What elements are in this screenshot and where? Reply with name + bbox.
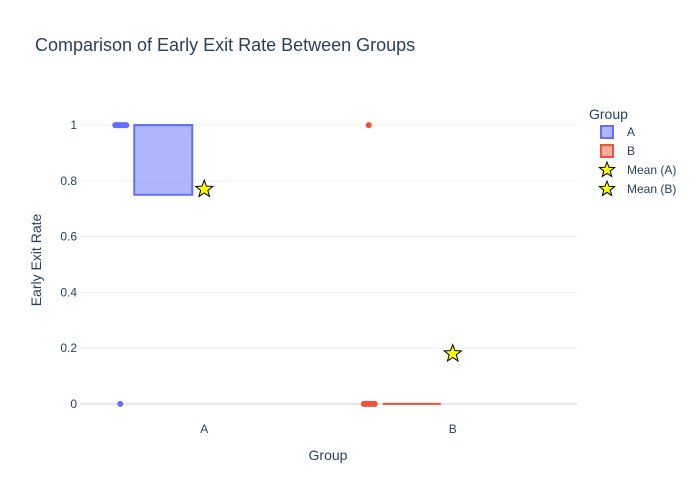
outlier-point: [365, 122, 372, 129]
y-tick-label: 1: [70, 118, 77, 132]
legend-star-icon: [598, 179, 616, 197]
y-tick-label: 0.2: [60, 341, 77, 355]
outlier-points-cluster: [360, 400, 378, 407]
outlier-points-cluster: [112, 122, 130, 129]
y-axis-ticks: 0 0.2 0.4 0.6 0.8 1: [60, 118, 77, 411]
y-tick-label: 0.6: [60, 230, 77, 244]
box-trace-B: [360, 122, 441, 407]
legend-label: B: [627, 144, 635, 158]
mean-marker-A: [194, 178, 215, 198]
chart-title: Comparison of Early Exit Rate Between Gr…: [35, 35, 415, 55]
mean-marker-B: [442, 343, 463, 363]
legend-label: Mean (A): [627, 163, 676, 177]
box-body: [133, 124, 194, 196]
x-axis-title: Group: [309, 447, 348, 463]
plot-marks: [112, 122, 463, 407]
legend[interactable]: Group AB Mean (A) Mean (B): [589, 106, 676, 197]
legend-label: A: [627, 125, 635, 139]
outlier-point: [117, 400, 124, 407]
legend-title: Group: [589, 106, 628, 122]
legend-swatch: [600, 144, 614, 158]
x-tick-label: B: [449, 422, 457, 436]
legend-item-mean-a-[interactable]: Mean (A): [598, 160, 676, 178]
legend-item-mean-b-[interactable]: Mean (B): [598, 179, 676, 197]
legend-label: Mean (B): [627, 182, 676, 196]
y-tick-label: 0.4: [60, 285, 77, 299]
legend-swatch: [600, 125, 614, 139]
y-tick-label: 0.8: [60, 174, 77, 188]
legend-item-a[interactable]: A: [600, 125, 635, 139]
legend-item-b[interactable]: B: [600, 144, 635, 158]
y-tick-label: 0: [70, 397, 77, 411]
box-trace-A: [112, 122, 194, 407]
y-axis-title: Early Exit Rate: [28, 213, 44, 306]
x-tick-label: A: [200, 422, 208, 436]
legend-star-icon: [598, 160, 616, 178]
